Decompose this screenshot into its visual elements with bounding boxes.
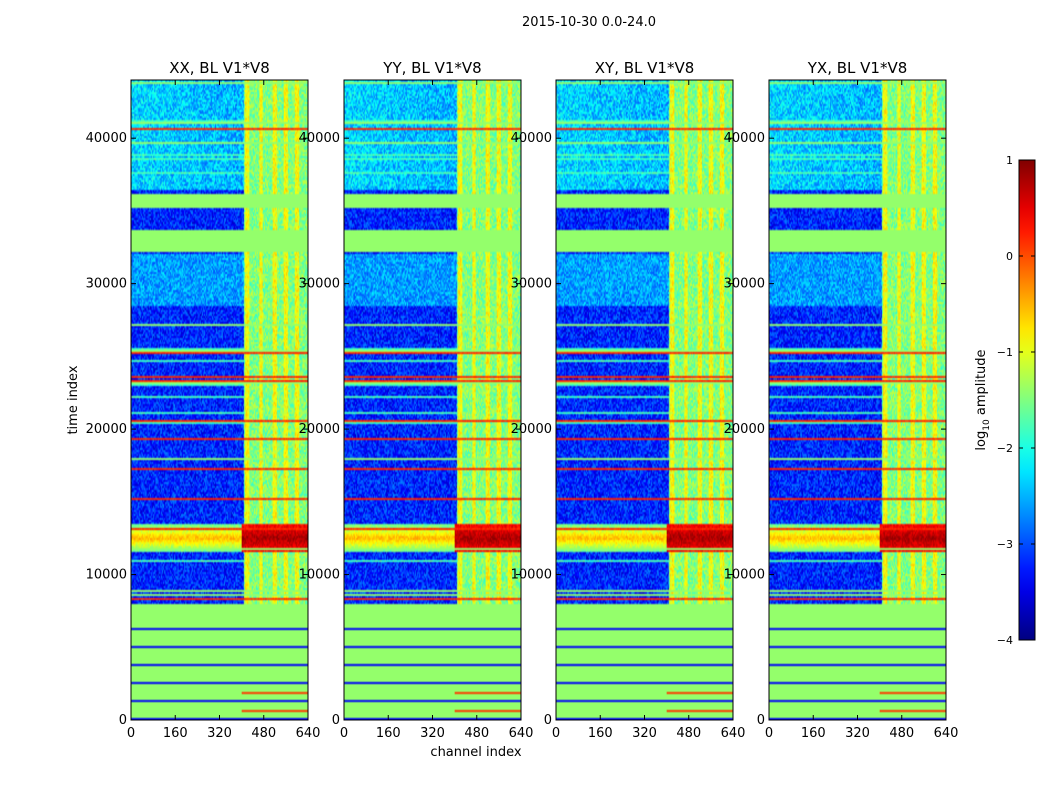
heatmap-xx [131,80,308,720]
y-tick-label: 10000 [299,568,340,583]
colorbar-label-rest: amplitude [974,349,989,419]
x-tick-label: 0 [340,726,348,741]
x-tick-label: 0 [765,726,773,741]
panel-title-yy: YY, BL V1*V8 [382,59,481,77]
panel-xx: XX, BL V1*V8 0 160 320 480 640 0 10000 20000 3000… [86,59,321,741]
colorbar-tick-label: −2 [997,442,1013,455]
y-tick-label: 30000 [299,277,340,292]
panels-group: XX, BL V1*V8 0 160 320 480 640 0 10000 20000 3000… [86,59,959,741]
panel-title-xx: XX, BL V1*V8 [169,59,270,77]
x-tick-label: 480 [889,726,914,741]
x-tick-label: 160 [163,726,188,741]
panel-title-xy: XY, BL V1*V8 [595,59,695,77]
x-tick-label: 160 [588,726,613,741]
x-tick-label: 640 [296,726,321,741]
x-tick-label: 480 [676,726,701,741]
y-tick-label: 40000 [86,131,127,146]
x-tick-label: 640 [509,726,534,741]
x-tick-label: 320 [207,726,232,741]
x-tick-label: 320 [632,726,657,741]
colorbar-label: log10 amplitude [974,349,992,450]
y-tick-label: 40000 [724,131,765,146]
y-tick-label: 30000 [86,277,127,292]
heatmap-yy [344,80,521,720]
x-axis-label: channel index [430,745,521,760]
colorbar-label-base: log [974,431,989,451]
panel-title-yx: YX, BL V1*V8 [807,59,908,77]
colorbar-tick-label: −4 [997,634,1013,647]
y-tick-label: 10000 [724,568,765,583]
y-tick-label: 20000 [724,422,765,437]
x-tick-label: 480 [251,726,276,741]
colorbar-tick-label: 1 [1006,154,1013,167]
x-tick-label: 320 [845,726,870,741]
x-tick-label: 480 [464,726,489,741]
x-tick-label: 320 [420,726,445,741]
x-tick-label: 160 [801,726,826,741]
y-tick-label: 10000 [511,568,552,583]
y-tick-label: 40000 [511,131,552,146]
x-tick-label: 640 [934,726,959,741]
figure-suptitle: 2015-10-30 0.0-24.0 [522,15,656,30]
y-tick-label: 10000 [86,568,127,583]
y-tick-label: 40000 [299,131,340,146]
y-tick-label: 30000 [511,277,552,292]
y-tick-label: 0 [757,713,765,728]
panel-xy: XY, BL V1*V8 0 160 320 480 640 0 10000 20000 3000… [511,59,746,741]
y-tick-label: 0 [544,713,552,728]
panel-yy: YY, BL V1*V8 0 160 320 480 640 0 10000 20000 3000… [299,59,534,741]
x-tick-label: 160 [376,726,401,741]
panel-yx: YX, BL V1*V8 0 160 320 480 640 0 10000 20000 3000… [724,59,959,741]
heatmap-yx [769,80,946,720]
colorbar-label-sub: 10 [982,419,992,431]
y-axis-label: time index [66,365,81,434]
heatmap-xy [556,80,733,720]
x-tick-label: 640 [721,726,746,741]
colorbar-tick-label: 0 [1006,250,1013,263]
colorbar-gradient [1018,159,1036,641]
colorbar-tick-label: −3 [997,538,1013,551]
y-tick-label: 0 [332,713,340,728]
x-tick-label: 0 [552,726,560,741]
y-tick-label: 0 [119,713,127,728]
x-tick-label: 0 [127,726,135,741]
y-tick-label: 20000 [511,422,552,437]
y-tick-label: 30000 [724,277,765,292]
y-tick-label: 20000 [86,422,127,437]
colorbar-tick-label: −1 [997,346,1013,359]
y-tick-label: 20000 [299,422,340,437]
